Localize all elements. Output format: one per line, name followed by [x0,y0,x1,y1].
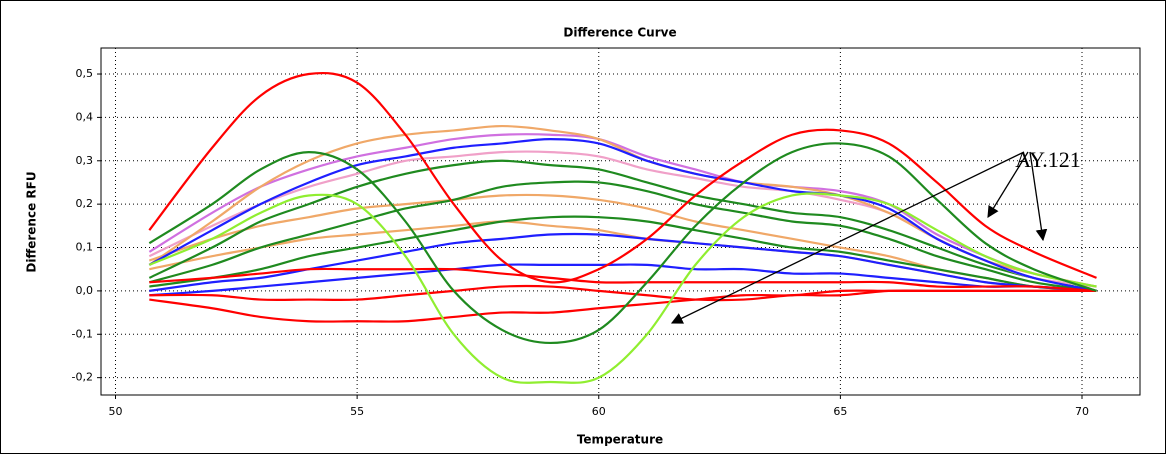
x-axis-label: Temperature [577,433,663,447]
x-tick-label: 65 [833,405,847,418]
series-group [148,71,1097,384]
series-line [148,159,1097,292]
series-line [148,71,1097,284]
y-tick-label: 0,0 [76,284,94,297]
plot-area [100,47,1141,396]
y-tick-label: -0,2 [72,371,93,384]
y-tick-label: 0,3 [76,154,94,167]
series-line [149,267,1097,292]
chart-title: Difference Curve [563,26,676,40]
annotation-arrows [670,151,1048,324]
grid [97,48,1140,399]
arrow [1029,151,1048,242]
y-tick-label: 0,1 [76,241,94,254]
y-tick-label: 0,5 [76,67,94,80]
y-axis-label: Difference RFU [25,171,39,272]
series-line [149,289,1097,323]
series-line [148,137,1097,292]
series-line [148,133,1097,288]
y-tick-label: 0,4 [76,110,94,123]
x-tick-label: 60 [592,405,606,418]
series-line [148,192,1097,384]
series-line [149,263,1097,297]
x-tick-label: 50 [108,405,122,418]
y-tick-label: 0,2 [76,197,94,210]
series-line [148,142,1097,345]
y-tick-label: -0,1 [72,327,93,340]
x-tick-label: 70 [1075,405,1089,418]
annotation: AY.121 [1015,147,1080,172]
arrow [670,151,1025,324]
arrow [987,151,1029,218]
x-tick-label: 55 [350,405,364,418]
series-line [149,180,1097,292]
series-line [149,215,1097,292]
